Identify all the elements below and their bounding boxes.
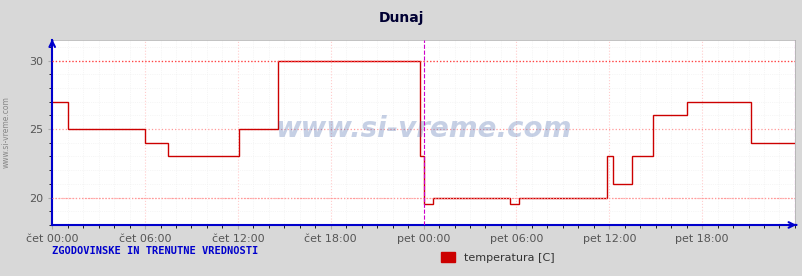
Text: www.si-vreme.com: www.si-vreme.com [275,115,571,143]
Text: ZGODOVINSKE IN TRENUTNE VREDNOSTI: ZGODOVINSKE IN TRENUTNE VREDNOSTI [52,246,258,256]
Text: www.si-vreme.com: www.si-vreme.com [2,97,11,168]
Text: Dunaj: Dunaj [379,11,423,25]
Legend: temperatura [C]: temperatura [C] [436,248,558,268]
